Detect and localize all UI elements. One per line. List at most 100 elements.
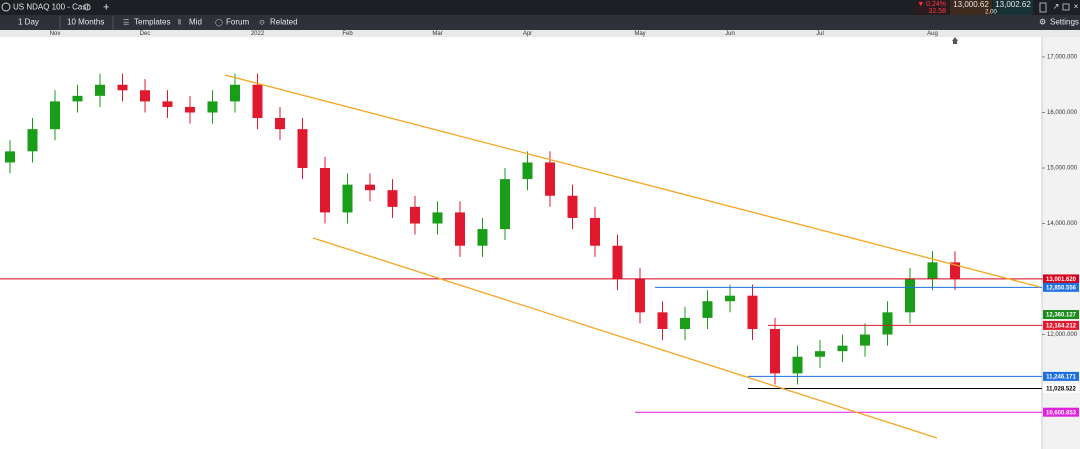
settings-button[interactable]: Settings — [1050, 18, 1079, 27]
info-icon[interactable] — [1, 2, 11, 12]
change: 32.58 — [928, 8, 946, 15]
candle-body — [567, 195, 578, 218]
candle-body — [297, 129, 308, 169]
candle-body — [927, 262, 938, 280]
candle-body — [50, 101, 60, 130]
candle-body — [882, 312, 893, 335]
candle-body — [387, 190, 398, 207]
x-tick-label: 2022 — [251, 31, 265, 37]
price-tag — [1043, 282, 1079, 292]
candle-body — [117, 84, 128, 91]
add-tab[interactable]: + — [103, 1, 109, 13]
candle-body — [365, 184, 375, 191]
x-tick-label: Aug — [927, 31, 938, 37]
spread: 2.00 — [985, 10, 997, 16]
toolbar-icon[interactable]: ⫴ — [178, 18, 181, 26]
candle-body — [860, 334, 870, 346]
toolbar-icon[interactable]: ◯ — [215, 18, 223, 26]
pop-icon[interactable]: ↗ — [1053, 2, 1060, 11]
toolbar-icon[interactable]: ☰ — [123, 19, 129, 26]
x-tick-label: Mar — [432, 31, 442, 37]
price-tag — [1043, 407, 1079, 417]
toolbar — [0, 15, 1080, 30]
settings-icon[interactable]: ⚙ — [1039, 18, 1046, 27]
candle-body — [635, 279, 645, 313]
price-tag-label: 12,360.127 — [1046, 313, 1077, 319]
x-tick-label: Nov — [50, 31, 61, 37]
candle-body — [27, 129, 38, 152]
candle-body — [95, 84, 105, 96]
price-tag — [1043, 383, 1079, 393]
price-tag — [1043, 371, 1079, 381]
change-pct: ▼ 0.24% — [917, 1, 946, 8]
home-icon[interactable] — [952, 37, 958, 44]
max-icon[interactable] — [1062, 3, 1070, 11]
toolbar-button[interactable]: Mid — [189, 18, 202, 27]
candle-body — [500, 179, 510, 230]
y-tick-label: 17,000.000 — [1047, 55, 1078, 61]
candle-body — [230, 84, 240, 102]
candle-body — [815, 351, 825, 357]
candle-body — [545, 162, 555, 196]
candle-body — [477, 229, 488, 246]
toolbar-button[interactable]: 1 Day — [18, 18, 39, 27]
search-icon[interactable] — [83, 3, 91, 11]
price-tag-label: 12,850.556 — [1046, 285, 1077, 291]
change-box — [915, 0, 948, 15]
toolbar-button[interactable]: Forum — [226, 18, 249, 27]
sell-box[interactable] — [950, 0, 992, 15]
price-tag-label: 10,600.853 — [1046, 410, 1077, 416]
candle-body — [702, 301, 713, 318]
x-tick-label: May — [634, 31, 645, 37]
channel-lower — [312, 237, 938, 439]
candle-body — [725, 295, 735, 302]
x-tick-label: Feb — [342, 31, 353, 37]
y-tick-label: 14,000.000 — [1047, 221, 1078, 227]
y-tick-label: 16,000.000 — [1047, 110, 1078, 116]
sell-price: 13,000.62 — [953, 0, 989, 9]
candle-body — [72, 95, 83, 102]
x-tick-label: Apr — [523, 31, 532, 37]
candle-body — [207, 101, 218, 113]
candle-body — [905, 279, 915, 313]
x-tick-label: Jul — [816, 31, 824, 37]
toolbar-button[interactable]: Templates — [134, 18, 170, 27]
candle-body — [342, 184, 353, 213]
price-tag-label: 11,028.522 — [1046, 387, 1076, 393]
candle-body — [140, 90, 150, 102]
panel-icon[interactable] — [1039, 2, 1047, 13]
candle-body — [252, 84, 263, 119]
candle-body — [950, 262, 960, 280]
candle-body — [185, 106, 195, 113]
candle-body — [680, 317, 690, 329]
y-tick-label: 12,000.000 — [1047, 332, 1078, 338]
candle-body — [320, 168, 330, 213]
candle-body — [455, 212, 465, 246]
instrument: US NDAQ 100 - Cash — [13, 3, 91, 12]
price-tag — [1043, 320, 1079, 330]
buy-price: 13,002.62 — [995, 0, 1031, 9]
title-bar — [0, 0, 1080, 15]
candle-body — [792, 356, 803, 374]
y-tick-label: 15,000.000 — [1047, 166, 1078, 172]
candle-body — [657, 312, 668, 329]
price-tag-label: 12,164.212 — [1046, 323, 1077, 329]
candle-body — [612, 245, 623, 280]
price-tag — [1043, 274, 1079, 284]
x-tick-label: Jun — [725, 31, 735, 37]
channel-upper — [224, 74, 1041, 288]
toolbar-button[interactable]: Related — [270, 18, 298, 27]
time-axis — [0, 30, 1080, 37]
candle-body — [275, 118, 285, 130]
candle-body — [590, 217, 600, 246]
close-icon[interactable]: × — [1074, 2, 1079, 11]
candle-body — [837, 345, 848, 352]
buy-box[interactable] — [993, 0, 1033, 15]
price-tag-label: 13,001.620 — [1046, 277, 1077, 283]
candle-body — [770, 328, 780, 374]
toolbar-icon[interactable]: ⊙ — [259, 19, 265, 26]
toolbar-button[interactable]: 10 Months — [67, 18, 104, 27]
price-tag-label: 11,246.171 — [1046, 374, 1076, 380]
